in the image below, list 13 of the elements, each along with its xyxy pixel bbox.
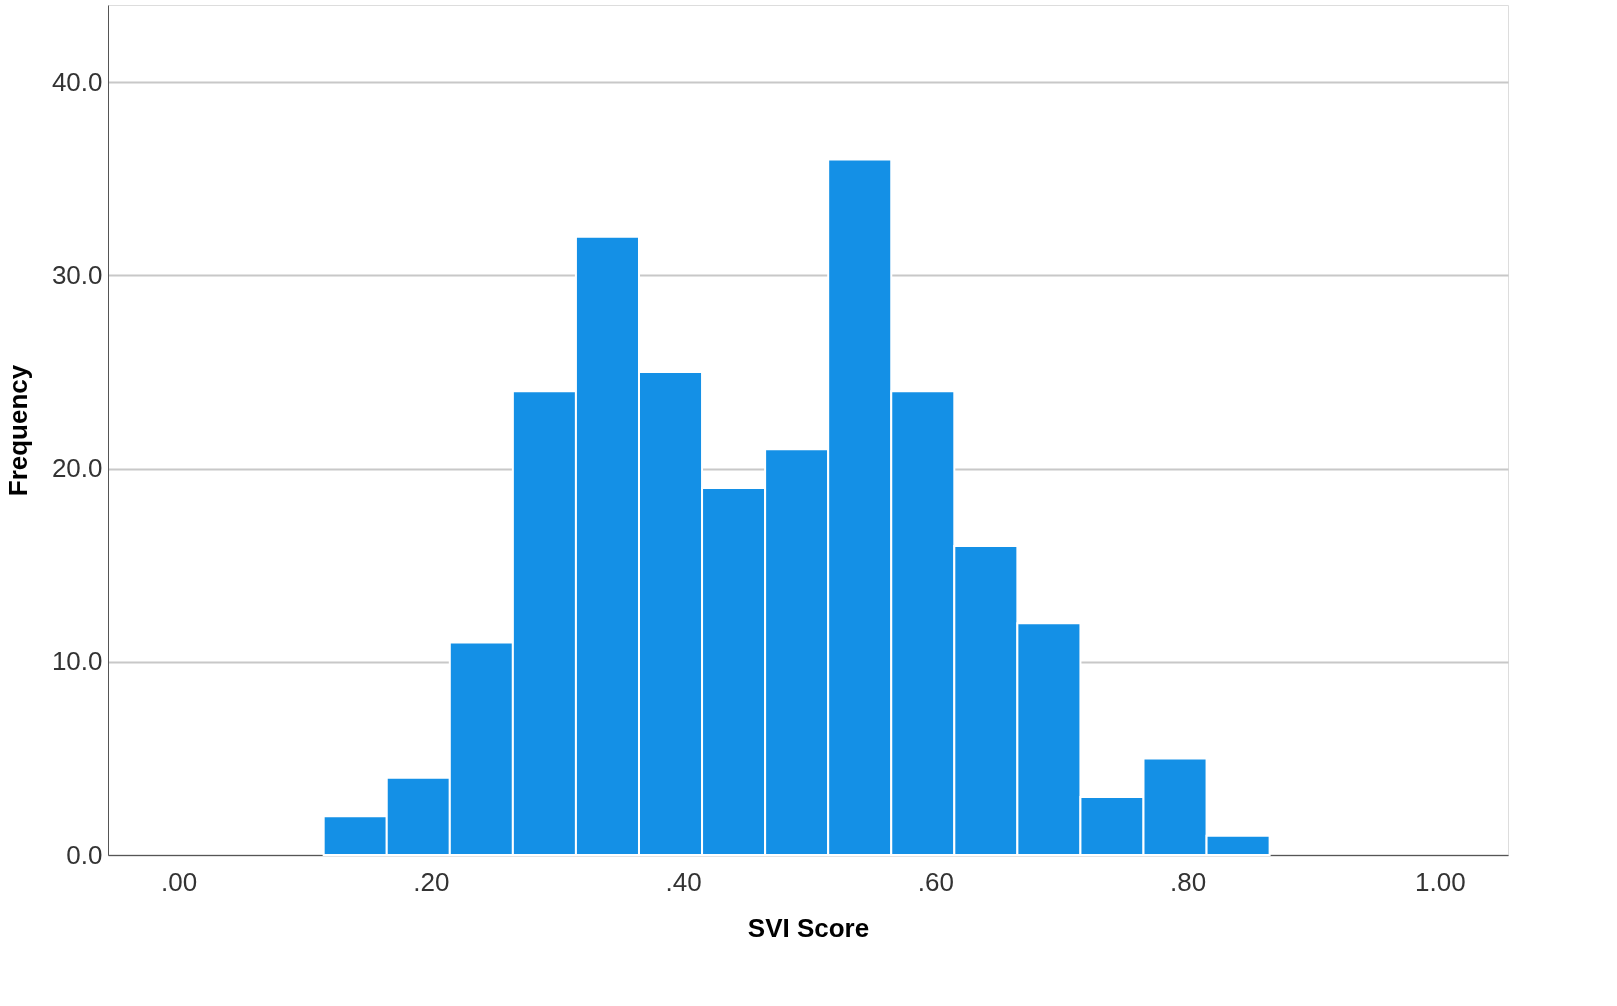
- x-tick-label: .80: [1170, 866, 1207, 897]
- x-tick-label: .40: [665, 866, 702, 897]
- y-tick-label: 10.0: [51, 646, 103, 677]
- x-axis-title: SVI Score: [747, 912, 870, 943]
- x-tick-label: .60: [917, 866, 954, 897]
- y-tick-label: 40.0: [51, 66, 103, 97]
- y-tick-label: 30.0: [51, 259, 103, 290]
- x-tick-label: 1.00: [1415, 866, 1466, 897]
- y-axis-title: Frequency: [2, 364, 33, 497]
- x-tick-label: .00: [161, 866, 198, 897]
- y-tick-label: 20.0: [51, 453, 103, 484]
- x-tick-label: .20: [413, 866, 450, 897]
- y-tick-label: 0.0: [66, 839, 103, 870]
